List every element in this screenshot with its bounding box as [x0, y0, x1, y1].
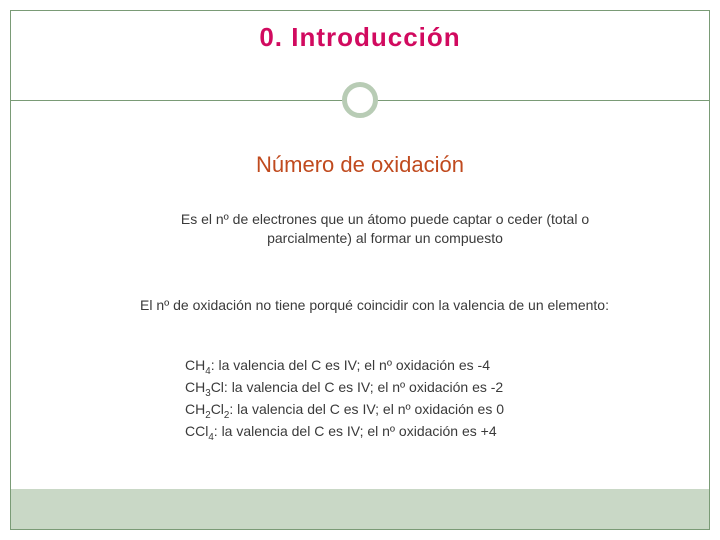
slide-title: 0. Introducción [0, 22, 720, 53]
slide-subtitle: Número de oxidación [0, 152, 720, 178]
example-row: CH3Cl: la valencia del C es IV; el nº ox… [185, 378, 630, 400]
note-text: El nº de oxidación no tiene porqué coinc… [140, 296, 630, 315]
example-text: : la valencia del C es IV; el nº oxidaci… [211, 357, 490, 373]
example-text: : la valencia del C es IV; el nº oxidaci… [214, 423, 497, 439]
example-row: CH2Cl2: la valencia del C es IV; el nº o… [185, 400, 630, 422]
example-row: CH4: la valencia del C es IV; el nº oxid… [185, 356, 630, 378]
example-text: : la valencia del C es IV; el nº oxidaci… [224, 379, 503, 395]
example-text: : la valencia del C es IV; el nº oxidaci… [229, 401, 504, 417]
definition-text: Es el nº de electrones que un átomo pued… [140, 210, 630, 248]
divider-circle-icon [342, 82, 378, 118]
examples-list: CH4: la valencia del C es IV; el nº oxid… [185, 356, 630, 444]
footer-band [11, 489, 709, 529]
example-formula: CCl4 [185, 423, 214, 439]
example-formula: CH2Cl2 [185, 401, 229, 417]
example-row: CCl4: la valencia del C es IV; el nº oxi… [185, 422, 630, 444]
example-formula: CH4 [185, 357, 211, 373]
example-formula: CH3Cl [185, 379, 224, 395]
